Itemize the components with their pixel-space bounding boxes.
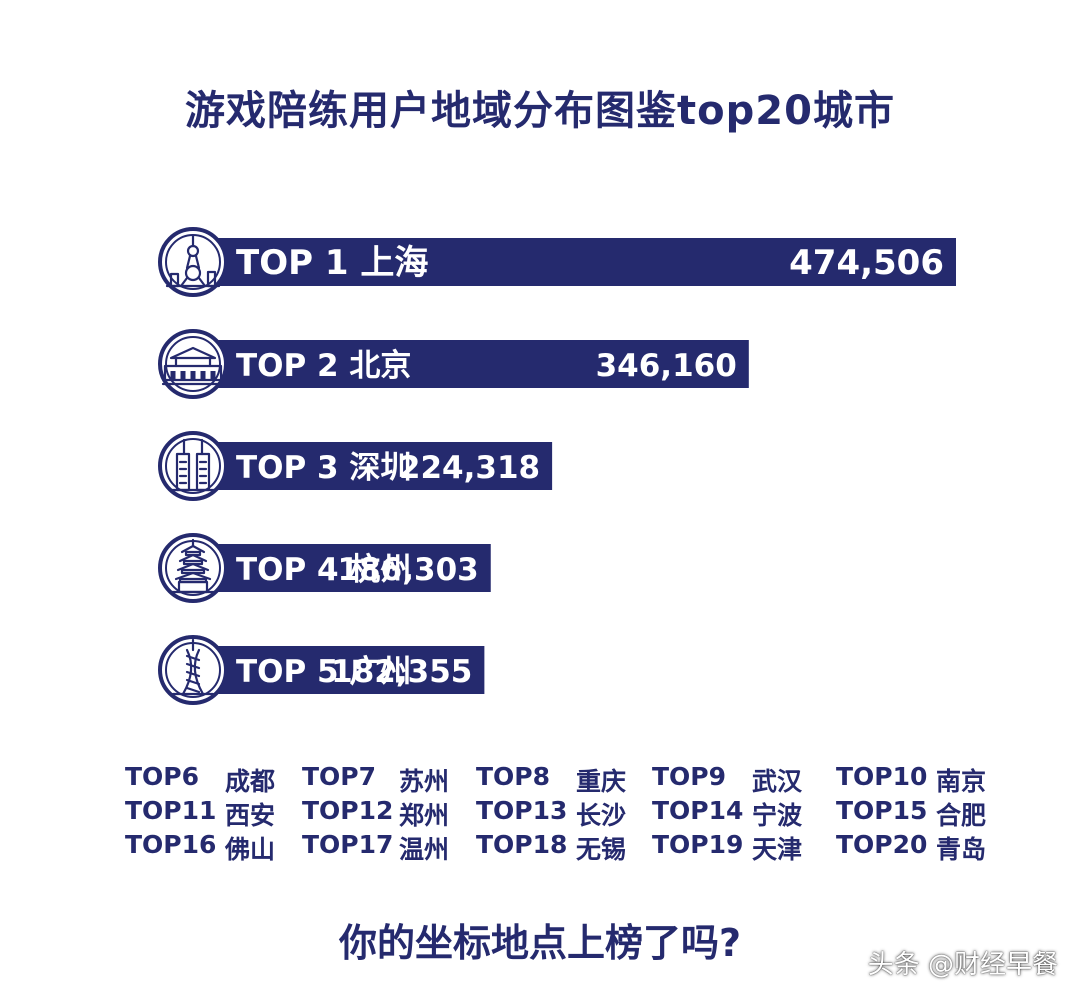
city-rank: TOP15 [836, 796, 928, 825]
city-name: 温州 [399, 835, 450, 864]
city-name: 无锡 [576, 835, 627, 864]
bar [190, 544, 491, 592]
city-name: 合肥 [936, 801, 987, 830]
bar [190, 238, 956, 286]
bar-category-label: TOP 3 深圳 [236, 450, 411, 486]
question-text: 你的坐标地点上榜了吗? [338, 921, 742, 965]
bar-value-label: 186,303 [338, 552, 479, 588]
city-rank: TOP8 [476, 762, 551, 791]
city-rank: TOP10 [836, 762, 928, 791]
pagoda-icon [158, 533, 228, 603]
city-rank: TOP6 [125, 762, 200, 791]
city-rank: TOP18 [476, 830, 568, 859]
bar-category-label: TOP 1 上海 [236, 243, 428, 283]
other-cities-row: TOP11 西安 TOP12 郑州 TOP13 长沙 TOP14 宁波 TOP15 合肥 [0, 796, 1080, 830]
city-name: 佛山 [225, 835, 276, 864]
city-rank: TOP9 [652, 762, 727, 791]
city-rank: TOP13 [476, 796, 568, 825]
chart-title: 游戏陪练用户地域分布图鉴top20城市 [185, 88, 895, 134]
bar [190, 340, 749, 388]
city-name: 重庆 [576, 767, 627, 796]
city-name: 南京 [936, 767, 987, 796]
tiananmen-icon [158, 329, 228, 399]
bar-value-label: 346,160 [596, 348, 737, 384]
bar [190, 646, 485, 694]
other-cities-row: TOP6 成都 TOP7 苏州 TOP8 重庆 TOP9 武汉 TOP10 南京 [0, 762, 1080, 796]
canton-tower-icon [158, 635, 228, 705]
twin-towers-icon [158, 431, 228, 501]
city-name: 天津 [752, 835, 803, 864]
other-cities-row: TOP16 佛山 TOP17 温州 TOP18 无锡 TOP19 天津 TOP20 青岛 [0, 830, 1080, 864]
bar-category-label: TOP 5 广州 [236, 654, 411, 690]
city-name: 青岛 [936, 835, 987, 864]
bar-category-label: TOP 4 杭州 [236, 552, 411, 588]
city-rank: TOP16 [125, 830, 217, 859]
city-name: 武汉 [752, 767, 803, 796]
other-cities-list: TOP6 成都 TOP7 苏州 TOP8 重庆 TOP9 武汉 TOP10 南京 TOP11 西安 TO… [0, 762, 1080, 864]
city-name: 西安 [225, 801, 276, 830]
city-name: 苏州 [399, 767, 450, 796]
city-name: 郑州 [399, 801, 450, 830]
city-rank: TOP17 [302, 830, 394, 859]
city-rank: TOP14 [652, 796, 744, 825]
bar-category-label: TOP 2 北京 [236, 348, 411, 384]
bar-value-label: 474,506 [789, 243, 944, 283]
bar-value-label: 182,355 [331, 654, 472, 690]
bar-chart: TOP 1 上海 474,506 TOP 2 北京 346,160 TOP 3 深圳22… [158, 227, 956, 705]
bar [190, 442, 553, 490]
city-rank: TOP11 [125, 796, 217, 825]
city-rank: TOP20 [836, 830, 928, 859]
city-name: 长沙 [576, 801, 627, 830]
city-rank: TOP19 [652, 830, 744, 859]
city-name: 宁波 [752, 801, 803, 830]
bar-value-label: 224,318 [399, 450, 540, 486]
city-rank: TOP12 [302, 796, 394, 825]
oriental-pearl-tower-icon [158, 227, 228, 297]
city-rank: TOP7 [302, 762, 377, 791]
watermark: 头条 @财经早餐 [867, 950, 1058, 980]
city-name: 成都 [225, 767, 276, 796]
